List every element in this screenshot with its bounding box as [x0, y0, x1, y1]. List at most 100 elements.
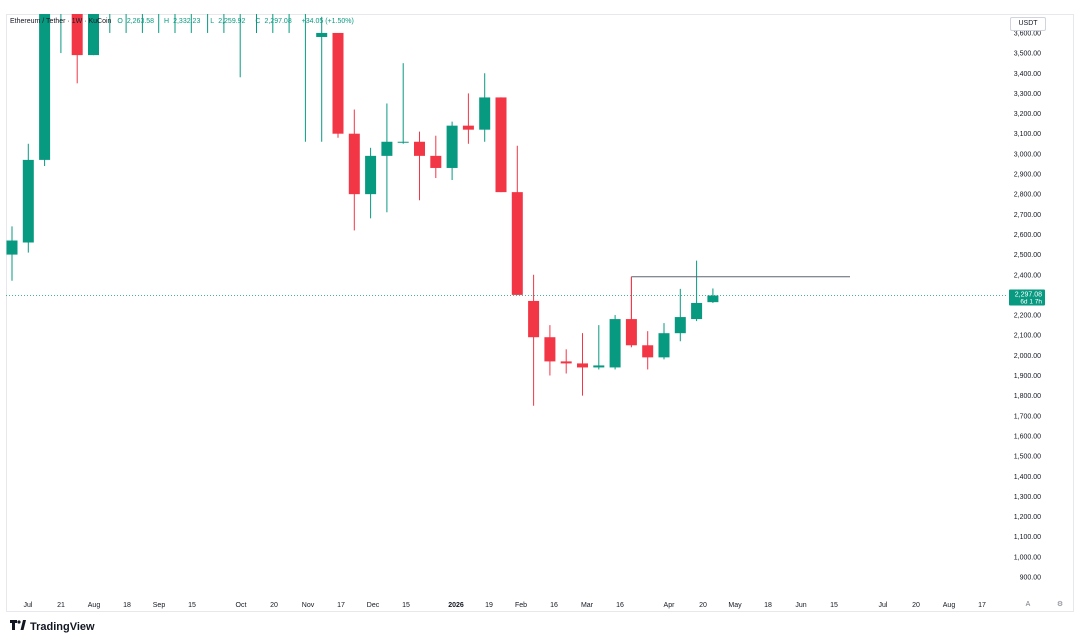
candle-body[interactable]: [495, 97, 507, 193]
candle-body[interactable]: [316, 32, 328, 37]
price-tick-label: 3,000.00: [1014, 151, 1041, 158]
candle-body[interactable]: [691, 302, 703, 320]
candle-body[interactable]: [22, 159, 34, 243]
candle-body[interactable]: [462, 125, 474, 130]
time-tick-label: Aug: [88, 602, 101, 609]
candle-body[interactable]: [202, 13, 213, 14]
time-tick-label: 20: [912, 602, 920, 609]
price-tick-label: 2,500.00: [1014, 252, 1041, 259]
time-tick-label: 18: [764, 602, 772, 609]
candle-body[interactable]: [479, 97, 491, 130]
candles-layer: [6, 13, 719, 406]
settings-icon[interactable]: ⚙: [1057, 600, 1063, 608]
candle-body[interactable]: [348, 133, 360, 195]
symbol-title[interactable]: Ethereum / Tether · 1W · KuCoin: [10, 18, 112, 25]
candle-body[interactable]: [153, 13, 164, 14]
candle-body[interactable]: [414, 141, 425, 156]
chart-frame: [6, 14, 1074, 612]
time-tick-label: 16: [550, 602, 558, 609]
time-tick-label: 15: [402, 602, 410, 609]
price-tick-label: 2,400.00: [1014, 272, 1041, 279]
candle-body[interactable]: [170, 13, 181, 14]
candle-body[interactable]: [560, 361, 572, 364]
candle-body[interactable]: [39, 13, 51, 160]
time-tick-label: 17: [978, 602, 986, 609]
candle-body[interactable]: [707, 295, 719, 303]
candle-body[interactable]: [609, 319, 621, 368]
price-tick-label: 1,900.00: [1014, 373, 1041, 380]
low-label: L: [210, 18, 215, 25]
candle-body[interactable]: [235, 13, 246, 14]
candle-body[interactable]: [104, 13, 115, 14]
currency-selector[interactable]: USDT: [1010, 17, 1046, 31]
candle-body[interactable]: [186, 13, 197, 14]
candle-body[interactable]: [137, 13, 148, 14]
candle-body[interactable]: [674, 317, 686, 334]
low-value: 2,259.92: [218, 18, 246, 25]
axis-icons: A ⚙: [1026, 600, 1063, 608]
candle-body[interactable]: [446, 125, 458, 168]
candle-body[interactable]: [300, 13, 311, 14]
candle-body[interactable]: [642, 345, 654, 358]
auto-scale-icon[interactable]: A: [1026, 601, 1031, 608]
time-tick-label: Feb: [515, 602, 527, 609]
time-tick-label: Dec: [367, 602, 380, 609]
last-price-badge: [1009, 289, 1045, 306]
time-tick-label: Mar: [581, 602, 594, 609]
price-tick-label: 1,100.00: [1014, 534, 1041, 541]
candle-body[interactable]: [332, 32, 344, 134]
candle-body[interactable]: [88, 13, 99, 56]
time-tick-label: 15: [830, 602, 838, 609]
candle-body[interactable]: [218, 13, 229, 14]
time-tick-label: Nov: [302, 602, 315, 609]
price-tick-label: 3,400.00: [1014, 71, 1041, 78]
candle-body[interactable]: [593, 365, 605, 368]
price-tick-label: 2,200.00: [1014, 313, 1041, 320]
candle-body[interactable]: [365, 155, 377, 195]
time-tick-label: 2026: [448, 602, 464, 609]
candle-body[interactable]: [284, 13, 295, 14]
price-tick-label: 2,000.00: [1014, 353, 1041, 360]
time-tick-label: Apr: [664, 602, 676, 609]
price-tick-label: 1,800.00: [1014, 393, 1041, 400]
price-tick-label: 3,100.00: [1014, 131, 1041, 138]
time-tick-label: 18: [123, 602, 131, 609]
time-axis: Jul 21 Aug 18 Sep 15 Oct 20 Nov 17 Dec 15 2026 19 Feb 1…: [24, 602, 986, 609]
candle-body[interactable]: [251, 13, 262, 14]
tradingview-logo-icon: [10, 620, 26, 633]
price-axis: 900.00 1,000.00 1,100.00 1,200.00 1,300.00 1,…: [1014, 30, 1041, 581]
price-tick-label: 900.00: [1020, 575, 1042, 582]
candle-body[interactable]: [577, 363, 588, 368]
time-tick-label: May: [728, 602, 742, 609]
candle-body[interactable]: [397, 141, 409, 143]
candle-body[interactable]: [544, 337, 556, 362]
candle-body[interactable]: [430, 155, 442, 168]
price-tick-label: 3,600.00: [1014, 30, 1041, 37]
price-tick-label: 1,300.00: [1014, 494, 1041, 501]
candle-body[interactable]: [381, 141, 393, 156]
candle-body[interactable]: [71, 13, 83, 56]
price-tick-label: 2,900.00: [1014, 172, 1041, 179]
candle-body[interactable]: [511, 192, 523, 295]
candle-body[interactable]: [658, 333, 670, 358]
price-tick-label: 3,300.00: [1014, 91, 1041, 98]
close-value: 2,297.08: [264, 18, 292, 25]
candle-body[interactable]: [55, 13, 66, 14]
price-tick-label: 2,800.00: [1014, 192, 1041, 199]
candle-body[interactable]: [267, 13, 278, 14]
change-value: +34.05 (+1.50%): [301, 18, 354, 25]
candle-body[interactable]: [528, 300, 540, 338]
time-tick-label: Jul: [24, 602, 33, 609]
open-value: 2,263.58: [126, 18, 155, 25]
hline-layer: [630, 276, 850, 346]
time-tick-label: 21: [57, 602, 65, 609]
candle-body[interactable]: [121, 13, 132, 14]
brand-name: TradingView: [30, 620, 95, 633]
bar-countdown-label: 6d 1 7h: [1020, 298, 1042, 305]
time-tick-label: 16: [616, 602, 624, 609]
candle-body[interactable]: [6, 240, 18, 255]
price-tick-label: 3,500.00: [1014, 51, 1041, 58]
tradingview-brand[interactable]: TradingView: [10, 620, 95, 633]
